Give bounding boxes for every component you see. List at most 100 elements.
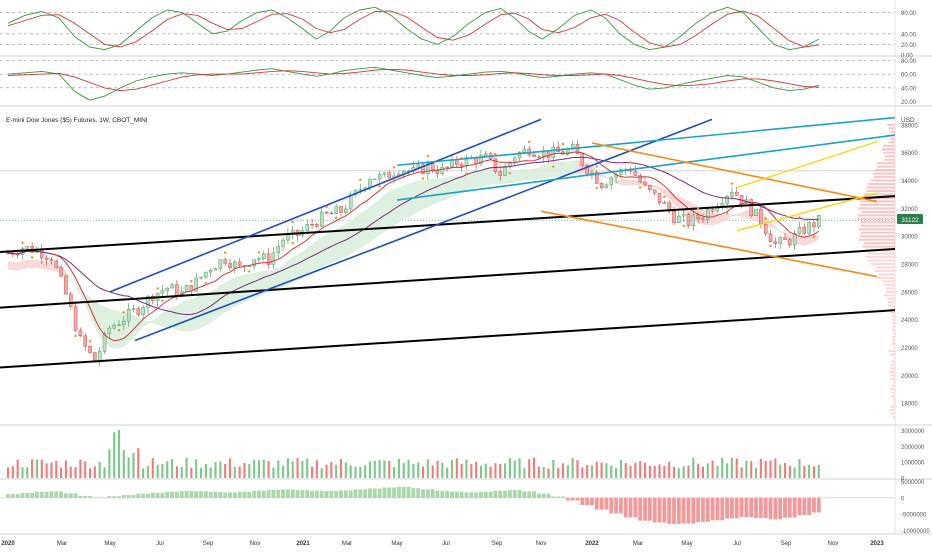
volume-bar bbox=[745, 460, 748, 478]
volume-profile-bar bbox=[862, 245, 895, 248]
candle bbox=[73, 306, 78, 331]
volume-profile-bar bbox=[874, 269, 895, 273]
volume-bar bbox=[31, 459, 34, 478]
volume-profile-bar bbox=[889, 308, 895, 311]
oscillator-bar bbox=[590, 497, 594, 506]
volume-bar bbox=[88, 468, 92, 478]
oscillator-bar bbox=[435, 490, 440, 498]
volume-bar bbox=[219, 461, 222, 478]
oscillator-bar bbox=[189, 491, 194, 498]
candle bbox=[464, 157, 469, 167]
oscillator-bar bbox=[532, 491, 536, 498]
volume-profile-bar bbox=[893, 346, 895, 349]
volume-profile-bar bbox=[860, 231, 895, 234]
candle bbox=[329, 212, 334, 215]
price-tick-label: 32000 bbox=[901, 207, 918, 213]
oscillator-bar bbox=[68, 493, 73, 498]
candle bbox=[339, 206, 343, 213]
volume-profile-bar bbox=[884, 155, 895, 158]
oscillator-bar bbox=[744, 497, 749, 518]
rsi-ma-line bbox=[7, 68, 819, 92]
oscillator-bar bbox=[816, 497, 821, 513]
volume-bar bbox=[730, 457, 733, 478]
oscillator-bar bbox=[372, 488, 377, 498]
oscillator-bar bbox=[88, 495, 92, 498]
volume-profile-bar bbox=[860, 221, 895, 224]
volume-bar bbox=[296, 457, 299, 478]
oscillator-bar bbox=[686, 497, 691, 524]
oscillator-bar bbox=[657, 497, 662, 523]
volume-profile-bar bbox=[890, 395, 895, 398]
volume-profile-bar bbox=[891, 322, 895, 325]
orange-trendline bbox=[591, 142, 878, 203]
volume-bar bbox=[537, 466, 540, 478]
fractal-marker bbox=[223, 251, 227, 254]
oscillator-bar bbox=[633, 497, 638, 518]
volume-bar bbox=[774, 458, 777, 478]
volume-bar bbox=[817, 464, 820, 478]
oscillator-bar bbox=[570, 497, 575, 501]
oscillator-bar bbox=[59, 491, 64, 498]
oscillator-bar bbox=[237, 491, 242, 498]
volume-bar bbox=[470, 463, 473, 478]
volume-profile-bar bbox=[891, 391, 895, 394]
candle bbox=[233, 261, 237, 269]
oscillator-bar bbox=[797, 497, 802, 516]
black-trendline bbox=[0, 309, 896, 369]
candle bbox=[170, 284, 174, 289]
candle bbox=[257, 258, 261, 260]
volume-bar bbox=[166, 461, 169, 478]
volume-bar bbox=[634, 462, 637, 478]
oscillator-bar bbox=[618, 497, 623, 514]
oscillator-bar bbox=[310, 490, 314, 498]
candle bbox=[59, 267, 63, 277]
volume-bar bbox=[721, 457, 724, 478]
candle bbox=[107, 327, 112, 334]
volume-bar bbox=[566, 465, 569, 478]
volume-profile-bar bbox=[860, 210, 895, 213]
volume-profile-bar bbox=[857, 214, 895, 217]
oscillator-bar bbox=[710, 497, 715, 521]
candle bbox=[122, 320, 126, 326]
cyan-trendline bbox=[396, 134, 896, 201]
candle bbox=[141, 307, 145, 315]
oscillator-bar bbox=[35, 492, 39, 498]
volume-bar bbox=[629, 465, 632, 478]
volume-bar bbox=[35, 459, 39, 478]
oscillator-bar bbox=[44, 492, 49, 498]
volume-profile-bar bbox=[864, 242, 895, 245]
oscillator-bar bbox=[527, 491, 532, 498]
oscillator-bar bbox=[97, 497, 102, 498]
fractal-marker bbox=[696, 207, 700, 210]
volume-bar bbox=[513, 460, 516, 478]
candle bbox=[223, 259, 227, 264]
volume-bar bbox=[393, 467, 396, 478]
volume-bar bbox=[658, 464, 661, 478]
volume-bar bbox=[595, 461, 598, 478]
fractal-marker bbox=[55, 254, 58, 257]
volume-bar bbox=[479, 465, 483, 478]
x-tick-label: 2020 bbox=[1, 541, 15, 547]
black-trendline bbox=[0, 247, 896, 309]
volume-bar bbox=[344, 462, 347, 478]
volume-bar bbox=[619, 460, 622, 478]
oscillator-bar bbox=[565, 497, 570, 501]
volume-bar bbox=[282, 465, 285, 478]
oscillator-bar bbox=[647, 497, 652, 521]
volume-bar bbox=[716, 465, 719, 478]
price-tick-label: 36000 bbox=[901, 151, 918, 157]
candle bbox=[619, 169, 623, 175]
oscillator-bar bbox=[314, 490, 319, 498]
volume-profile-bar bbox=[859, 200, 895, 203]
stoch-tick-label: 20.00 bbox=[901, 43, 917, 49]
volume-bar bbox=[320, 468, 323, 478]
oscillator-bar bbox=[377, 488, 382, 498]
oscillator-bar bbox=[454, 491, 459, 498]
volume-bar bbox=[277, 460, 280, 478]
volume-profile-bar bbox=[890, 353, 895, 356]
oscillator-bar bbox=[257, 490, 261, 498]
candle bbox=[131, 308, 136, 310]
volume-profile-bar bbox=[890, 377, 895, 380]
volume-bar bbox=[214, 462, 217, 478]
oscillator-bar bbox=[266, 489, 271, 498]
